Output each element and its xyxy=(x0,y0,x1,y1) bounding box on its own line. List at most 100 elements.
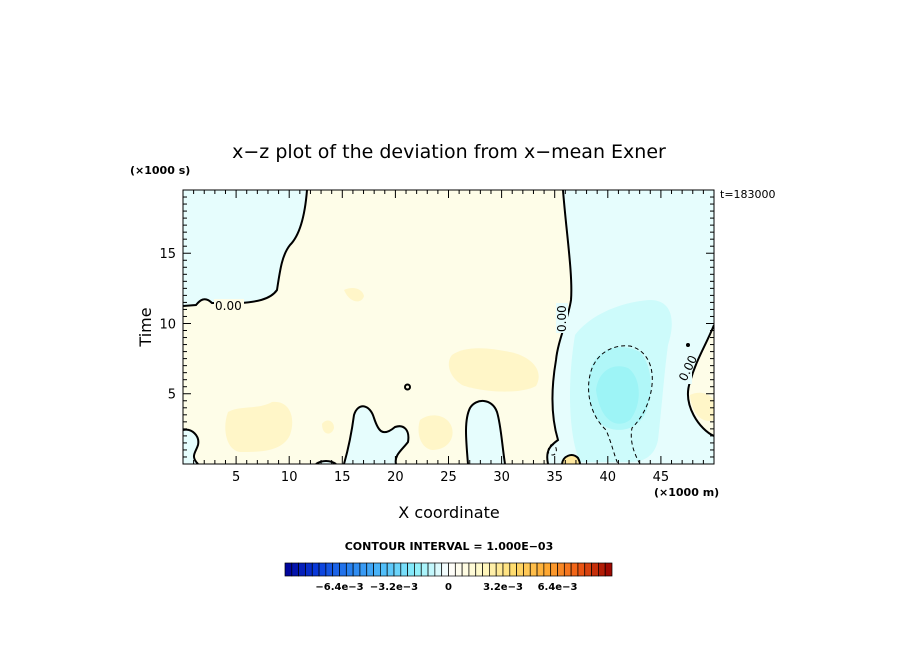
colorbar-cell xyxy=(489,562,497,577)
x-tick-label: 20 xyxy=(387,470,404,485)
time-label: t=183000 xyxy=(720,188,776,201)
colorbar-cell xyxy=(393,562,402,577)
x-tick-label: 45 xyxy=(653,470,670,485)
colorbar-cell xyxy=(427,562,436,577)
chart-title: x−z plot of the deviation from x−mean Ex… xyxy=(232,141,666,163)
x-axis-label: X coordinate xyxy=(398,503,499,522)
colorbar-cell xyxy=(441,562,449,577)
colorbar-tick-label: 0 xyxy=(445,582,452,593)
contour-label-left: 0.00 xyxy=(215,299,242,313)
colorbar-labels: −6.4e−3 −3.2e−3 0 3.2e−3 6.4e−3 xyxy=(315,582,577,593)
colorbar-cell xyxy=(345,562,354,577)
colorbar-cell xyxy=(332,562,340,577)
x-tick-label: 40 xyxy=(600,470,617,485)
y-tick-label: 5 xyxy=(168,388,176,403)
colorbar-tick-label: 3.2e−3 xyxy=(483,582,523,593)
colorbar xyxy=(284,562,613,577)
negative-region-left-bottom xyxy=(183,429,199,464)
y-unit-label: (×1000 s) xyxy=(130,164,190,177)
colorbar-cell xyxy=(434,562,443,577)
colorbar-cell xyxy=(475,562,483,577)
zero-contour-left-bottom xyxy=(183,428,200,464)
colorbar-cell xyxy=(523,562,531,577)
y-axis-label: Time xyxy=(136,307,155,347)
zero-contour-bottom-loop xyxy=(561,454,581,464)
x-tick-label: 5 xyxy=(232,470,240,485)
colorbar-cell xyxy=(380,562,388,577)
contour-dot xyxy=(686,343,690,347)
colorbar-cell xyxy=(495,562,504,577)
colorbar-cell xyxy=(584,562,592,577)
colorbar-cell xyxy=(386,562,395,577)
colorbar-cell xyxy=(563,562,572,577)
positive-patch-5 xyxy=(322,420,334,434)
zero-contour-mid-2 xyxy=(343,405,410,464)
neg-contour-1 xyxy=(588,345,653,464)
negative-region-upper-left xyxy=(183,190,307,306)
colorbar-cell xyxy=(291,562,299,577)
negative-core-max xyxy=(596,366,639,424)
positive-patch-4 xyxy=(690,392,714,421)
x-tick-label: 35 xyxy=(546,470,563,485)
colorbar-tick-label: −6.4e−3 xyxy=(315,582,363,593)
positive-patch-7 xyxy=(344,288,364,302)
colorbar-cell xyxy=(604,562,613,577)
colorbar-cell xyxy=(468,562,477,577)
colorbar-cell xyxy=(352,562,361,577)
colorbar-cell xyxy=(373,562,381,577)
zero-contour-mid-3 xyxy=(465,400,506,464)
colorbar-cell xyxy=(502,562,511,577)
colorbar-cell xyxy=(591,562,599,577)
colorbar-cell xyxy=(536,562,545,577)
colorbar-cell xyxy=(557,562,565,577)
colorbar-cell xyxy=(577,562,586,577)
x-tick-label: 10 xyxy=(281,470,298,485)
contour-interval-label: CONTOUR INTERVAL = 1.000E−03 xyxy=(345,540,554,553)
axis-ticks: 5 10 15 20 25 30 35 40 45 5 10 15 xyxy=(159,190,714,485)
negative-region-mid-2 xyxy=(344,406,409,464)
colorbar-cell xyxy=(509,562,517,577)
colorbar-cell xyxy=(454,562,463,577)
zero-contour-right xyxy=(546,190,573,464)
zero-contour-small-loop xyxy=(404,383,412,391)
colorbar-cell xyxy=(325,562,334,577)
negative-region-mid-3 xyxy=(466,400,505,464)
heatmap-field: 0.00 0.00 0.00 xyxy=(183,190,714,464)
colorbar-cell xyxy=(420,562,429,577)
contour-label-middle: 0.00 xyxy=(555,305,569,332)
zero-contour-mid-1 xyxy=(315,460,337,464)
positive-patch-3 xyxy=(418,415,453,450)
colorbar-cell xyxy=(516,562,524,577)
colorbar-cell xyxy=(570,562,579,577)
colorbar-cell xyxy=(461,562,470,577)
colorbar-cell xyxy=(305,562,313,577)
colorbar-cell xyxy=(284,562,293,577)
colorbar-cell xyxy=(339,562,347,577)
x-unit-label: (×1000 m) xyxy=(654,486,719,499)
colorbar-cell xyxy=(400,562,408,577)
colorbar-cell xyxy=(298,562,306,577)
x-tick-label: 25 xyxy=(440,470,457,485)
negative-contours xyxy=(547,345,653,464)
colorbar-tick-label: −3.2e−3 xyxy=(370,582,418,593)
colorbar-cell xyxy=(414,562,422,577)
colorbar-cell xyxy=(598,562,606,577)
colorbar-cell xyxy=(311,562,320,577)
colorbar-cell xyxy=(407,562,415,577)
colorbar-tick-label: 6.4e−3 xyxy=(538,582,578,593)
positive-patch-2 xyxy=(448,348,539,392)
y-tick-label: 10 xyxy=(159,317,176,332)
colorbar-cell xyxy=(550,562,558,577)
colorbar-cell xyxy=(543,562,552,577)
y-tick-label: 15 xyxy=(159,247,176,262)
colorbar-cell xyxy=(448,562,456,577)
zero-contour-upper-left xyxy=(183,190,308,307)
colorbar-cell xyxy=(366,562,374,577)
colorbar-cell xyxy=(529,562,538,577)
x-tick-label: 15 xyxy=(334,470,351,485)
neg-contour-2 xyxy=(547,444,557,456)
x-tick-label: 30 xyxy=(493,470,510,485)
colorbar-cell xyxy=(359,562,368,577)
positive-patch-1 xyxy=(225,401,293,452)
